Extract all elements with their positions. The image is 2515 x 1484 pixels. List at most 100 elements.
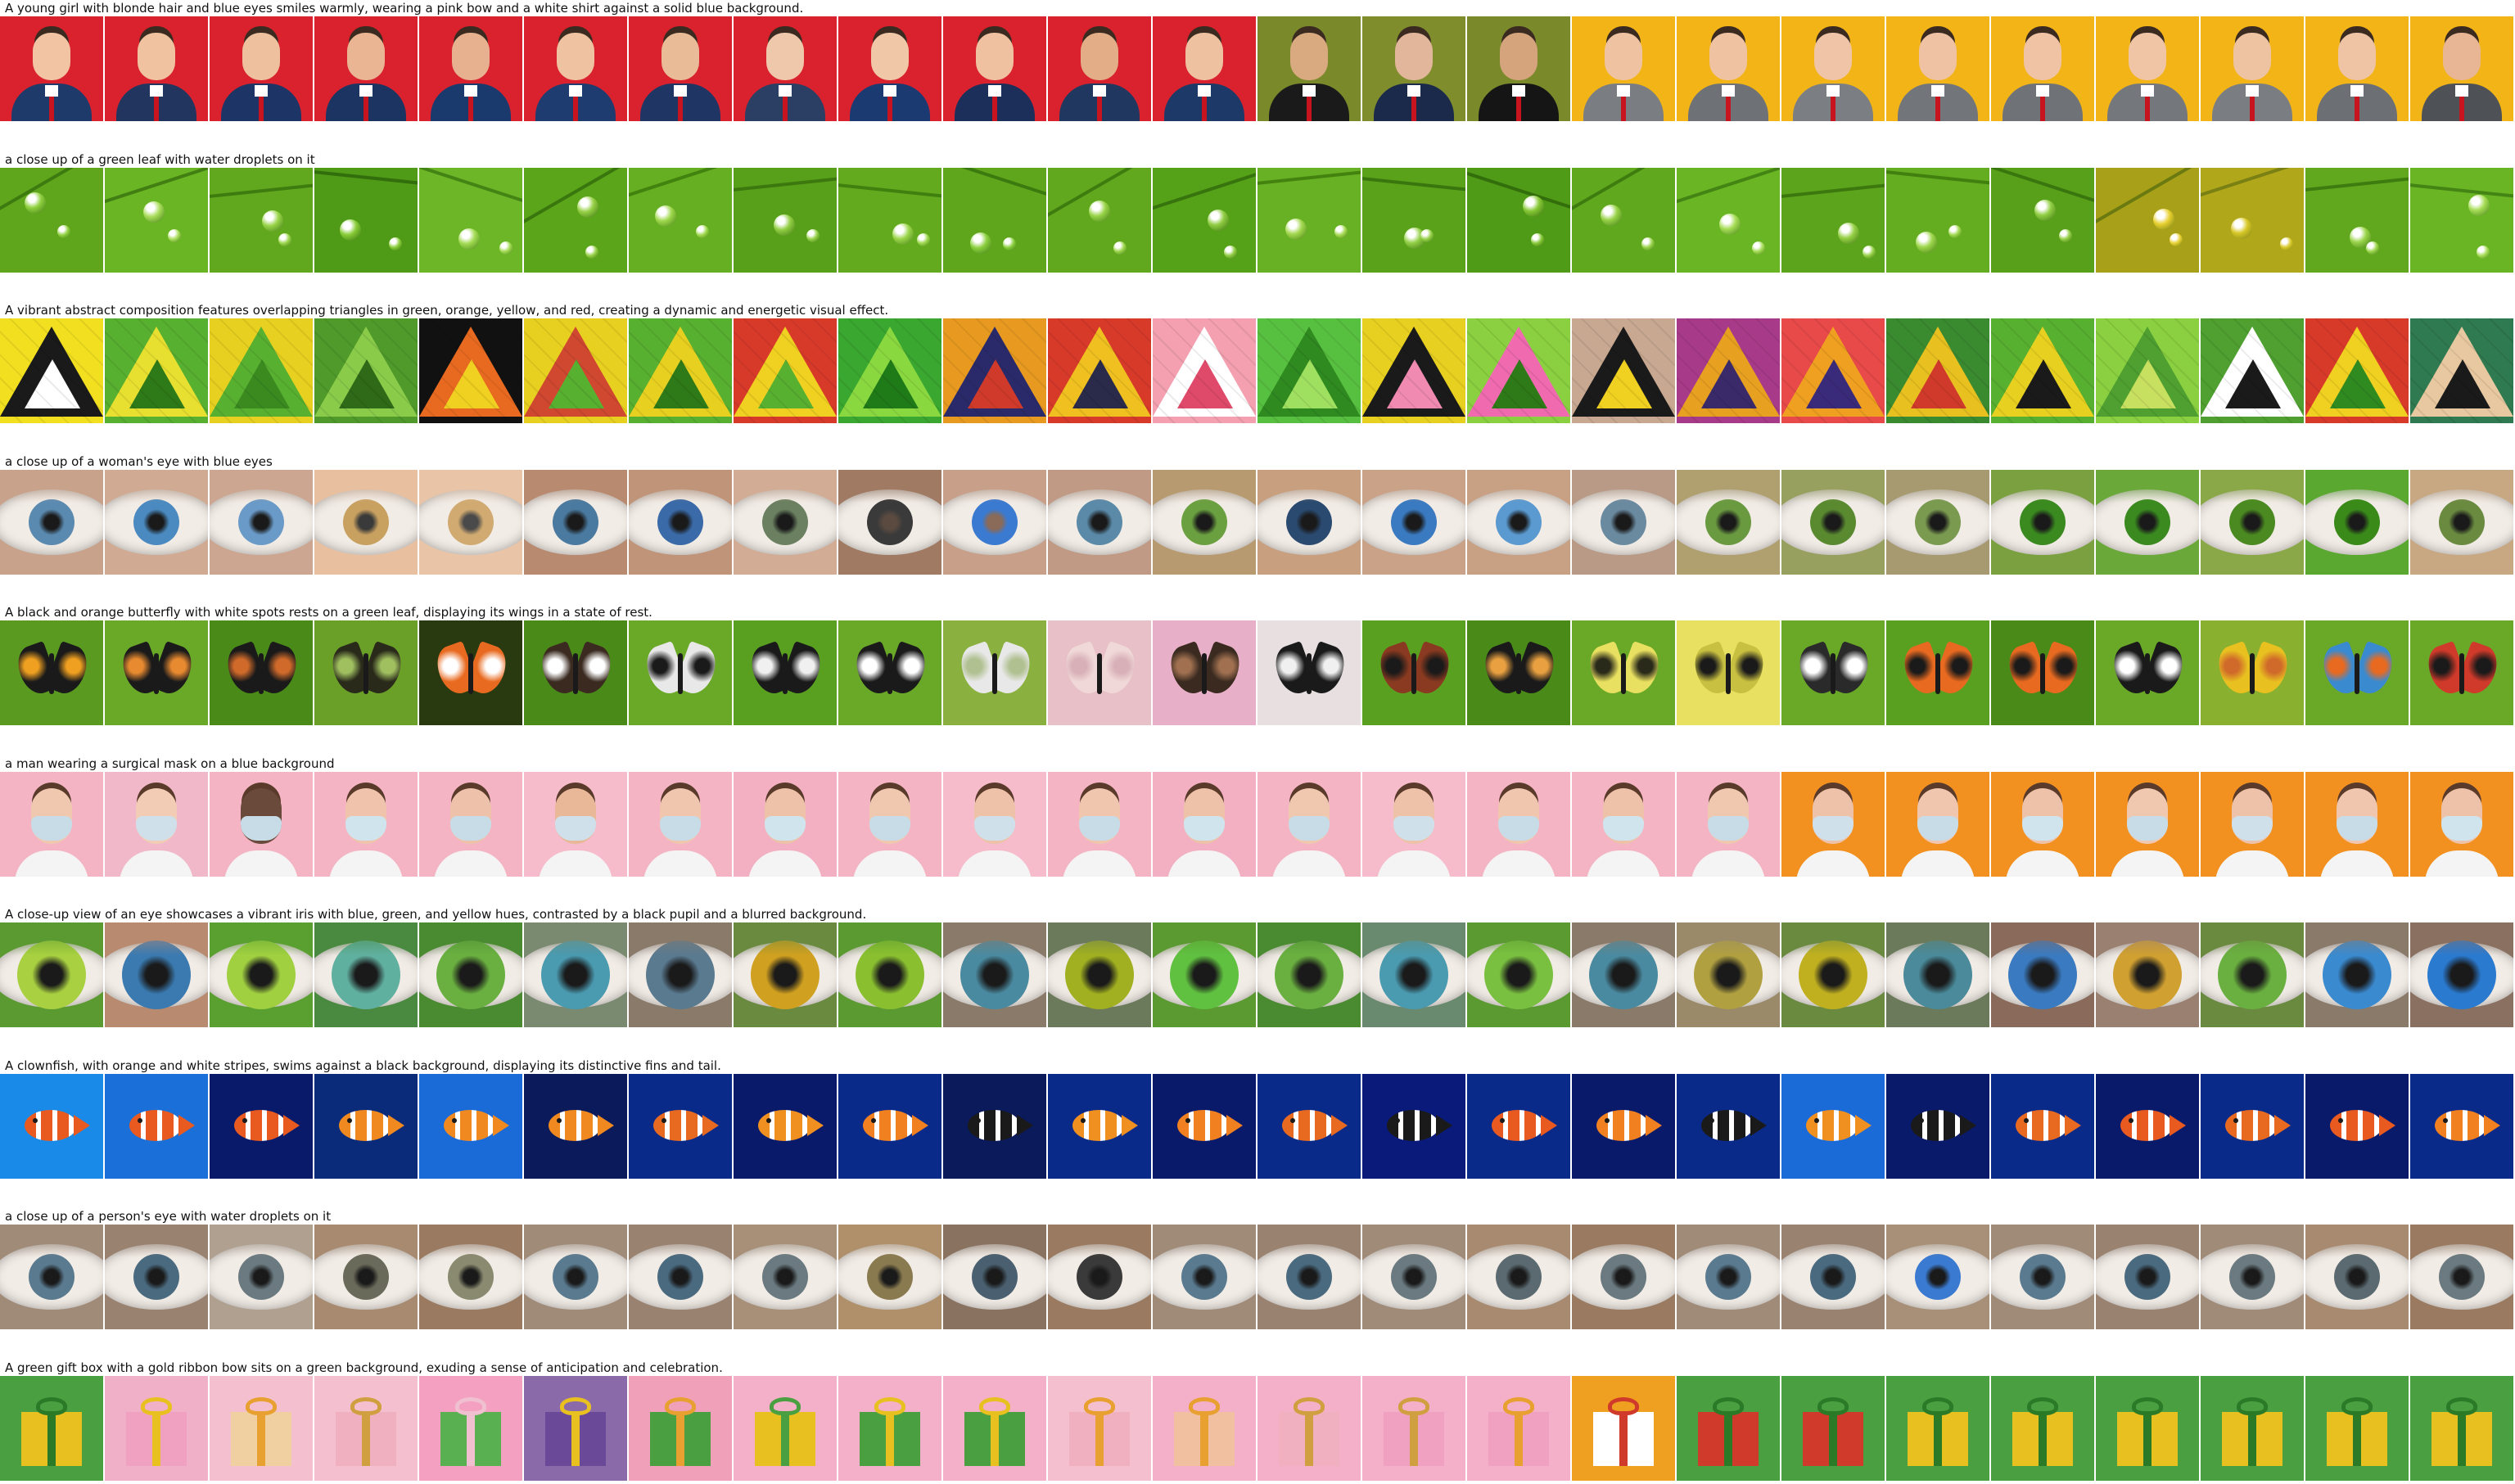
thumbnail-eye: [1781, 1225, 1885, 1329]
thumbnail-mask: [838, 772, 941, 877]
thumbnail-eye: [838, 1225, 941, 1329]
thumbnail-abstract: [2096, 318, 2199, 423]
thumbnail-butterfly: [629, 620, 732, 725]
thumbnail-eye: [0, 1225, 103, 1329]
thumbnail-abstract: [2410, 318, 2513, 423]
thumbnail-iris: [1362, 922, 1465, 1027]
thumbnail-leaf: [2201, 168, 2304, 273]
thumbnail-iris: [0, 922, 103, 1027]
thumbnail-abstract: [629, 318, 732, 423]
thumbnail-eye: [105, 470, 208, 575]
thumbnail-eye: [1781, 470, 1885, 575]
thumbnail-strip: [0, 470, 2515, 575]
thumbnail-abstract: [734, 318, 837, 423]
thumbnail-leaf: [524, 168, 627, 273]
thumbnail-portrait: [943, 16, 1046, 121]
thumbnail-portrait: [2410, 16, 2513, 121]
thumbnail-iris: [2096, 922, 2199, 1027]
thumbnail-butterfly: [2096, 620, 2199, 725]
thumbnail-eye: [1153, 470, 1256, 575]
thumbnail-abstract: [314, 318, 418, 423]
thumbnail-abstract: [524, 318, 627, 423]
thumbnail-butterfly: [105, 620, 208, 725]
thumbnail-abstract: [2305, 318, 2409, 423]
thumbnail-mask: [105, 772, 208, 877]
thumbnail-strip: [0, 1225, 2515, 1329]
thumbnail-gift: [314, 1376, 418, 1481]
grid-row: A close-up view of an eye showcases a vi…: [0, 906, 2515, 1031]
thumbnail-eye: [734, 470, 837, 575]
thumbnail-eye: [419, 1225, 522, 1329]
thumbnail-leaf: [1886, 168, 1989, 273]
thumbnail-iris: [419, 922, 522, 1027]
thumbnail-eye: [1153, 1225, 1256, 1329]
thumbnail-gift: [1467, 1376, 1570, 1481]
thumbnail-eye: [2096, 470, 2199, 575]
thumbnail-butterfly: [210, 620, 313, 725]
thumbnail-butterfly: [1781, 620, 1885, 725]
thumbnail-eye: [1467, 1225, 1570, 1329]
thumbnail-fish: [629, 1074, 732, 1179]
thumbnail-eye: [1677, 1225, 1780, 1329]
thumbnail-fish: [524, 1074, 627, 1179]
thumbnail-iris: [1886, 922, 1989, 1027]
thumbnail-mask: [1572, 772, 1675, 877]
thumbnail-fish: [1048, 1074, 1151, 1179]
thumbnail-portrait: [2096, 16, 2199, 121]
thumbnail-iris: [629, 922, 732, 1027]
thumbnail-eye: [1677, 470, 1780, 575]
thumbnail-fish: [314, 1074, 418, 1179]
thumbnail-butterfly: [419, 620, 522, 725]
thumbnail-leaf: [0, 168, 103, 273]
thumbnail-abstract: [1362, 318, 1465, 423]
thumbnail-leaf: [1153, 168, 1256, 273]
thumbnail-mask: [2305, 772, 2409, 877]
row-caption: A young girl with blonde hair and blue e…: [5, 1, 804, 16]
thumbnail-butterfly: [734, 620, 837, 725]
thumbnail-butterfly: [1362, 620, 1465, 725]
thumbnail-fish: [0, 1074, 103, 1179]
thumbnail-butterfly: [2305, 620, 2409, 725]
thumbnail-mask: [629, 772, 732, 877]
thumbnail-portrait: [838, 16, 941, 121]
thumbnail-abstract: [1677, 318, 1780, 423]
thumbnail-abstract: [1153, 318, 1256, 423]
thumbnail-abstract: [1991, 318, 2094, 423]
thumbnail-abstract: [1258, 318, 1361, 423]
thumbnail-gift: [838, 1376, 941, 1481]
thumbnail-gift: [1258, 1376, 1361, 1481]
thumbnail-leaf: [419, 168, 522, 273]
thumbnail-eye: [210, 470, 313, 575]
thumbnail-abstract: [1572, 318, 1675, 423]
thumbnail-mask: [2201, 772, 2304, 877]
thumbnail-gift: [734, 1376, 837, 1481]
thumbnail-fish: [1991, 1074, 2094, 1179]
thumbnail-abstract: [210, 318, 313, 423]
thumbnail-eye: [629, 470, 732, 575]
thumbnail-abstract: [0, 318, 103, 423]
thumbnail-eye: [2305, 1225, 2409, 1329]
thumbnail-iris: [314, 922, 418, 1027]
row-caption: A green gift box with a gold ribbon bow …: [5, 1360, 723, 1375]
thumbnail-mask: [1048, 772, 1151, 877]
thumbnail-butterfly: [0, 620, 103, 725]
thumbnail-eye: [105, 1225, 208, 1329]
thumbnail-gift: [1781, 1376, 1885, 1481]
thumbnail-gift: [1677, 1376, 1780, 1481]
thumbnail-mask: [524, 772, 627, 877]
thumbnail-mask: [1467, 772, 1570, 877]
thumbnail-gift: [419, 1376, 522, 1481]
thumbnail-gift: [943, 1376, 1046, 1481]
thumbnail-abstract: [1781, 318, 1885, 423]
thumbnail-fish: [1886, 1074, 1989, 1179]
thumbnail-butterfly: [1153, 620, 1256, 725]
thumbnail-eye: [1991, 470, 2094, 575]
thumbnail-strip: [0, 168, 2515, 273]
grid-row: A vibrant abstract composition features …: [0, 302, 2515, 426]
thumbnail-strip: [0, 1074, 2515, 1179]
grid-row: a close up of a person's eye with water …: [0, 1208, 2515, 1333]
thumbnail-strip: [0, 620, 2515, 725]
thumbnail-portrait: [1467, 16, 1570, 121]
thumbnail-portrait: [1153, 16, 1256, 121]
